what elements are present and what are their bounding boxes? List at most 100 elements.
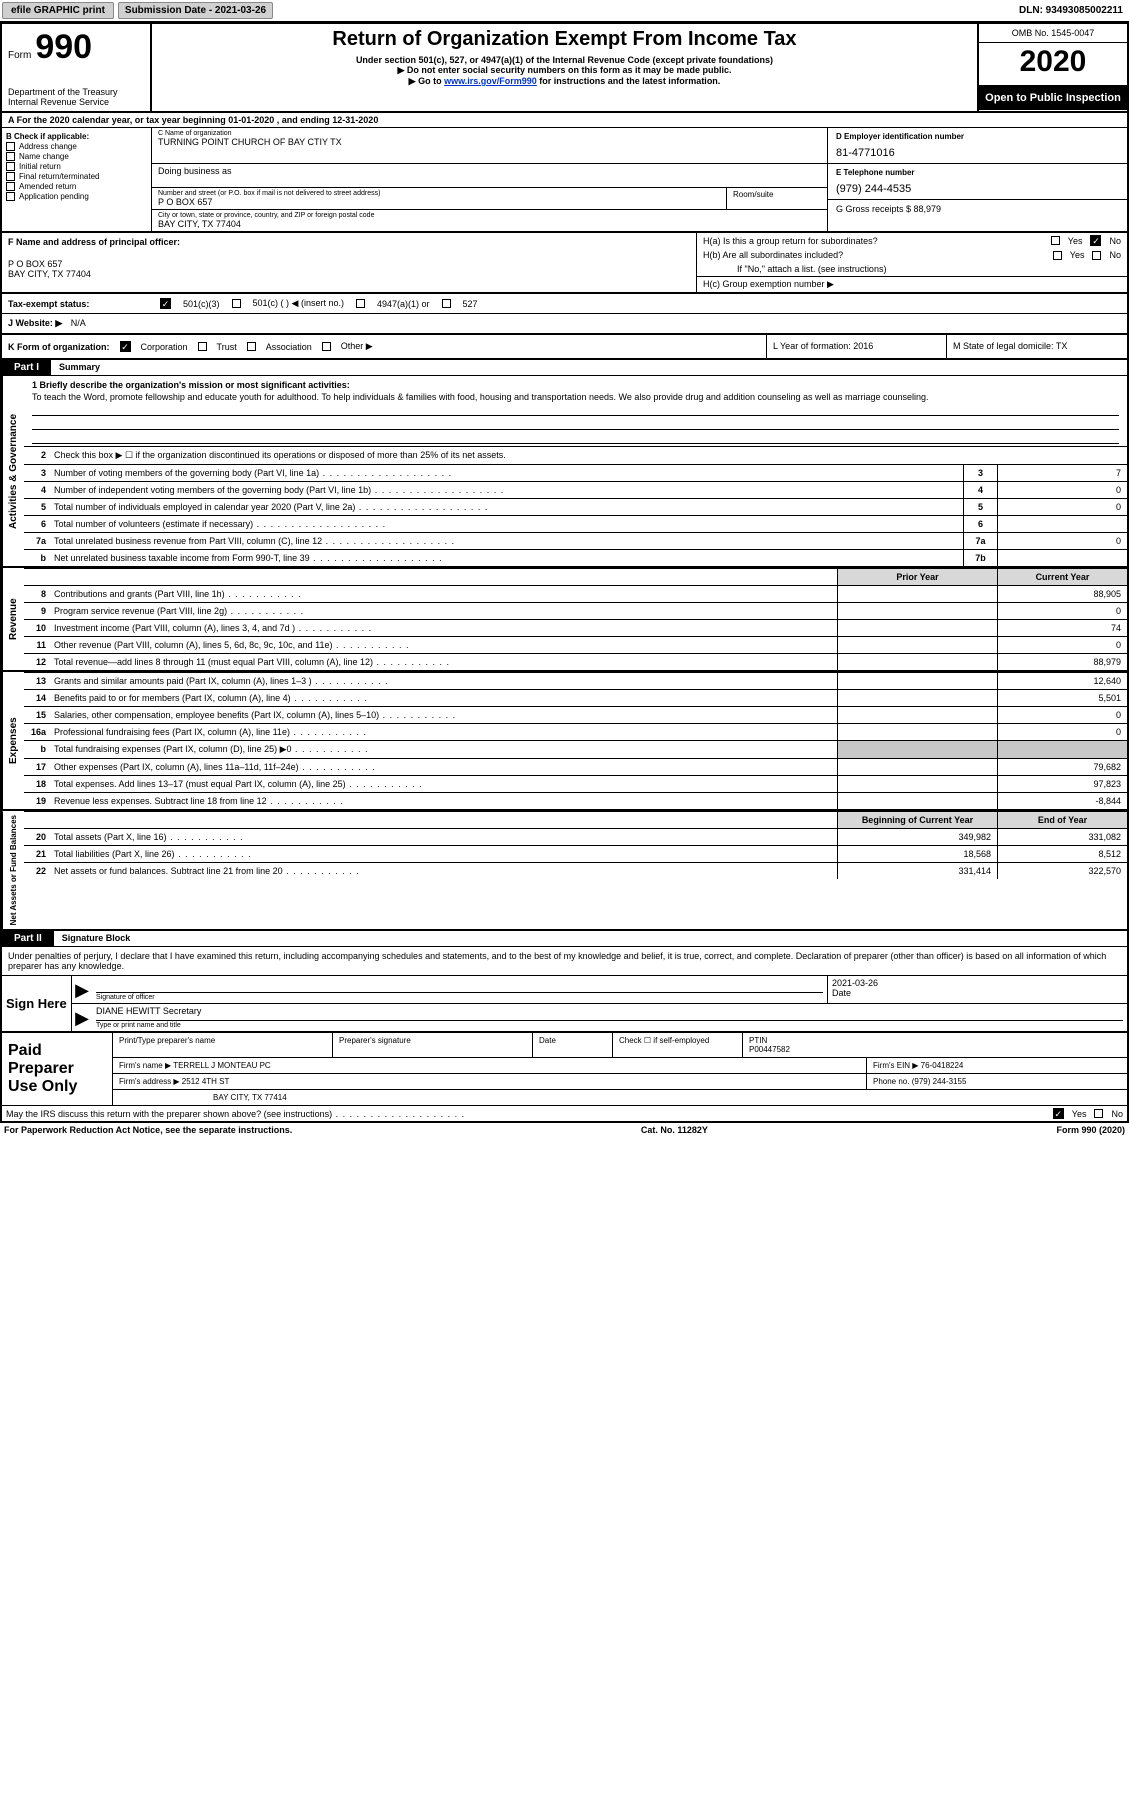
line-num: 11 bbox=[24, 637, 52, 653]
prior-val bbox=[837, 620, 997, 636]
hb-no[interactable] bbox=[1092, 251, 1101, 260]
line-val: 0 bbox=[997, 499, 1127, 515]
line-desc: Total liabilities (Part X, line 26) bbox=[52, 846, 837, 862]
line-num: 8 bbox=[24, 586, 52, 602]
phone-label: E Telephone number bbox=[836, 168, 1119, 177]
k-corp[interactable]: ✓ bbox=[120, 341, 131, 352]
prior-val bbox=[837, 724, 997, 740]
f-addr2: BAY CITY, TX 77404 bbox=[8, 269, 690, 279]
line-num: 10 bbox=[24, 620, 52, 636]
f-label: F Name and address of principal officer: bbox=[8, 237, 690, 247]
current-val: 0 bbox=[997, 724, 1127, 740]
line-num: 4 bbox=[24, 482, 52, 498]
hb-label: H(b) Are all subordinates included? bbox=[703, 250, 843, 260]
part2-header: Part II bbox=[2, 931, 54, 946]
efile-button[interactable]: efile GRAPHIC print bbox=[2, 2, 114, 19]
check-amended[interactable] bbox=[6, 182, 15, 191]
m-state: M State of legal domicile: TX bbox=[947, 335, 1127, 358]
prior-val bbox=[837, 793, 997, 809]
open-public-badge: Open to Public Inspection bbox=[979, 86, 1127, 110]
current-val: 0 bbox=[997, 637, 1127, 653]
check-address-change[interactable] bbox=[6, 142, 15, 151]
line-desc: Total expenses. Add lines 13–17 (must eq… bbox=[52, 776, 837, 792]
mission-text: To teach the Word, promote fellowship an… bbox=[32, 392, 1119, 402]
prior-val bbox=[837, 654, 997, 670]
org-address: P O BOX 657 bbox=[158, 197, 720, 207]
line-num: 14 bbox=[24, 690, 52, 706]
prior-val: 331,414 bbox=[837, 863, 997, 879]
check-527[interactable] bbox=[442, 299, 451, 308]
check-name-change[interactable] bbox=[6, 152, 15, 161]
check-final-return[interactable] bbox=[6, 172, 15, 181]
subtitle-3-post: for instructions and the latest informat… bbox=[537, 76, 721, 86]
line-desc: Revenue less expenses. Subtract line 18 … bbox=[52, 793, 837, 809]
submission-date: Submission Date - 2021-03-26 bbox=[118, 2, 273, 19]
pra-notice: For Paperwork Reduction Act Notice, see … bbox=[4, 1125, 292, 1135]
line-desc: Other revenue (Part VIII, column (A), li… bbox=[52, 637, 837, 653]
check-label: Initial return bbox=[19, 162, 61, 171]
prior-val: 18,568 bbox=[837, 846, 997, 862]
firm-ein: Firm's EIN ▶ 76-0418224 bbox=[867, 1058, 1127, 1073]
line-desc: Net unrelated business taxable income fr… bbox=[52, 550, 963, 566]
check-initial-return[interactable] bbox=[6, 162, 15, 171]
irs-link[interactable]: www.irs.gov/Form990 bbox=[444, 76, 537, 86]
k-trust[interactable] bbox=[198, 342, 207, 351]
check-501c[interactable] bbox=[232, 299, 241, 308]
line-num: 5 bbox=[24, 499, 52, 515]
org-name: TURNING POINT CHURCH OF BAY CTIY TX bbox=[158, 137, 821, 147]
form-number: 990 bbox=[35, 28, 92, 67]
website-label: J Website: ▶ bbox=[8, 318, 62, 328]
website-value: N/A bbox=[71, 318, 86, 328]
hdr-prior-year: Prior Year bbox=[837, 569, 997, 585]
line-val bbox=[997, 550, 1127, 566]
line-num: 15 bbox=[24, 707, 52, 723]
hb-yes[interactable] bbox=[1053, 251, 1062, 260]
current-val: 97,823 bbox=[997, 776, 1127, 792]
line-num: 22 bbox=[24, 863, 52, 879]
prep-print-label: Print/Type preparer's name bbox=[113, 1033, 333, 1057]
city-label: City or town, state or province, country… bbox=[158, 212, 821, 219]
ha-yes[interactable] bbox=[1051, 236, 1060, 245]
k-assoc[interactable] bbox=[247, 342, 256, 351]
line-desc: Total assets (Part X, line 16) bbox=[52, 829, 837, 845]
line-num: 17 bbox=[24, 759, 52, 775]
check-501c3[interactable]: ✓ bbox=[160, 298, 171, 309]
check-pending[interactable] bbox=[6, 192, 15, 201]
line-num: 19 bbox=[24, 793, 52, 809]
line-num: 18 bbox=[24, 776, 52, 792]
line-num: 12 bbox=[24, 654, 52, 670]
sign-here-label: Sign Here bbox=[2, 976, 72, 1031]
line-desc: Salaries, other compensation, employee b… bbox=[52, 707, 837, 723]
ein-label: D Employer identification number bbox=[836, 132, 1119, 141]
addr-label: Number and street (or P.O. box if mail i… bbox=[158, 190, 720, 197]
line-num: 3 bbox=[24, 465, 52, 481]
discuss-no[interactable] bbox=[1094, 1109, 1103, 1118]
line-val: 0 bbox=[997, 482, 1127, 498]
room-suite-label: Room/suite bbox=[727, 188, 827, 209]
department-label: Department of the Treasury Internal Reve… bbox=[8, 87, 144, 107]
check-4947[interactable] bbox=[356, 299, 365, 308]
line-desc: Program service revenue (Part VIII, line… bbox=[52, 603, 837, 619]
line-box: 4 bbox=[963, 482, 997, 498]
line-num: b bbox=[24, 741, 52, 758]
line-desc: Benefits paid to or for members (Part IX… bbox=[52, 690, 837, 706]
form-word: Form bbox=[8, 50, 31, 61]
check-label: Final return/terminated bbox=[19, 172, 99, 181]
line-num: b bbox=[24, 550, 52, 566]
row-a-period: A For the 2020 calendar year, or tax yea… bbox=[2, 113, 1127, 128]
prep-sig-label: Preparer's signature bbox=[333, 1033, 533, 1057]
k-other[interactable] bbox=[322, 342, 331, 351]
line-val bbox=[997, 516, 1127, 532]
tax-year: 2020 bbox=[979, 43, 1127, 86]
paid-preparer-label: Paid Preparer Use Only bbox=[2, 1033, 112, 1105]
line-desc: Total unrelated business revenue from Pa… bbox=[52, 533, 963, 549]
gross-receipts: G Gross receipts $ 88,979 bbox=[836, 204, 1119, 214]
line-desc: Professional fundraising fees (Part IX, … bbox=[52, 724, 837, 740]
form-footer: Form 990 (2020) bbox=[1056, 1125, 1125, 1135]
current-val: 79,682 bbox=[997, 759, 1127, 775]
ha-no[interactable]: ✓ bbox=[1090, 235, 1101, 246]
discuss-yes[interactable]: ✓ bbox=[1053, 1108, 1064, 1119]
prior-val bbox=[837, 603, 997, 619]
line-num: 21 bbox=[24, 846, 52, 862]
tab-netassets: Net Assets or Fund Balances bbox=[2, 811, 24, 929]
